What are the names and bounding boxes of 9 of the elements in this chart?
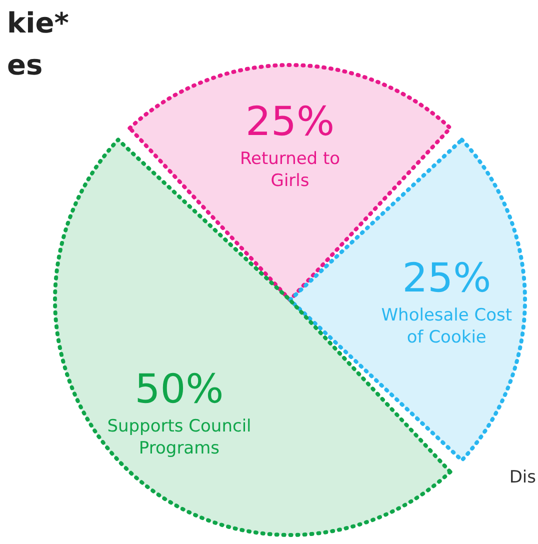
- data-label: 25%: [402, 256, 492, 302]
- slice-label: Supports Council Programs: [107, 416, 252, 458]
- chart-subtitle: es: [7, 48, 43, 82]
- chart-title: kie*: [7, 6, 70, 40]
- slice-label: Returned to Girls: [240, 148, 340, 191]
- slice-label: Wholesale Cost of Cookie: [381, 306, 512, 348]
- text: Dis: [509, 468, 536, 488]
- data-label: 50%: [134, 366, 224, 412]
- data-label: 25%: [246, 98, 334, 145]
